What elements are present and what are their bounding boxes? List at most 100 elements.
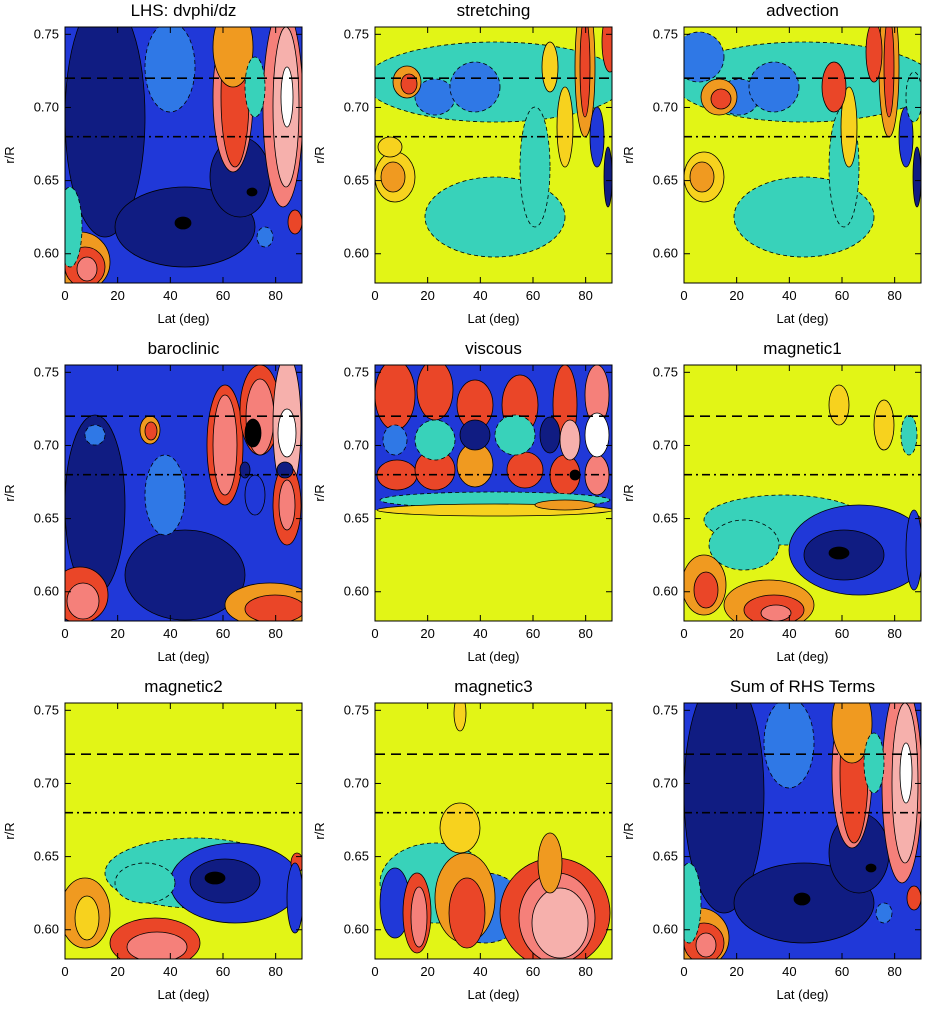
- y-tick-label: 0.60: [34, 584, 59, 599]
- y-tick-label: 0.75: [34, 26, 59, 41]
- y-axis-label: r/R: [312, 822, 327, 839]
- y-tick-label: 0.65: [344, 849, 369, 864]
- contour-region: [414, 419, 456, 461]
- x-tick-label: 20: [729, 626, 743, 641]
- chart-title: viscous: [465, 339, 522, 358]
- contour-region: [684, 862, 702, 944]
- chart-panel: baroclinic 0 20 40 60 80 0.60 0.65 0.70 0.75 Lat (…: [0, 338, 310, 678]
- contour-region: [763, 703, 815, 789]
- contour-region: [66, 582, 100, 620]
- chart-title: magnetic3: [454, 677, 532, 696]
- x-tick-label: 20: [420, 964, 434, 979]
- y-tick-label: 0.60: [653, 584, 678, 599]
- x-tick-label: 60: [835, 626, 849, 641]
- contour-region: [278, 479, 296, 531]
- contour-region: [244, 474, 266, 516]
- y-tick-label: 0.70: [344, 775, 369, 790]
- contour-region: [76, 256, 98, 282]
- x-tick-label: 80: [887, 964, 901, 979]
- contour-region: [601, 27, 612, 73]
- contour-region: [380, 161, 406, 193]
- contour-region: [244, 594, 302, 621]
- contour-region: [873, 399, 895, 451]
- x-tick-label: 60: [526, 626, 540, 641]
- contour-region: [603, 146, 612, 208]
- contour-region: [534, 499, 596, 511]
- x-axis-label: Lat (deg): [467, 311, 519, 326]
- x-tick-label: 40: [163, 626, 177, 641]
- x-tick-label: 20: [110, 626, 124, 641]
- y-tick-label: 0.60: [34, 246, 59, 261]
- x-tick-label: 60: [216, 964, 230, 979]
- x-axis-label: Lat (deg): [776, 311, 828, 326]
- x-tick-label: 40: [163, 964, 177, 979]
- contour-region: [144, 421, 158, 441]
- x-tick-label: 40: [782, 288, 796, 303]
- x-axis-label: Lat (deg): [776, 987, 828, 1002]
- x-tick-label: 60: [526, 964, 540, 979]
- contour-region: [883, 27, 895, 118]
- chart-svg: magnetic2 0 20 40 60 80 0.60 0.65 0.70 0.75 Lat (d…: [2, 677, 303, 1002]
- x-tick-label: 40: [782, 626, 796, 641]
- x-tick-label: 40: [163, 288, 177, 303]
- y-tick-label: 0.75: [653, 702, 678, 717]
- contour-region: [459, 419, 491, 451]
- y-tick-label: 0.70: [344, 437, 369, 452]
- chart-panel: magnetic3 0 20 40 60 80 0.60 0.65 0.70 0.75 Lat (d…: [310, 676, 620, 1016]
- contour-region: [453, 703, 467, 732]
- x-tick-label: 20: [729, 288, 743, 303]
- y-tick-label: 0.70: [344, 99, 369, 114]
- contour-region: [74, 895, 100, 941]
- contour-region: [900, 414, 918, 456]
- y-tick-label: 0.60: [344, 922, 369, 937]
- chart-title: advection: [766, 1, 839, 20]
- contour-region: [539, 416, 561, 454]
- y-tick-label: 0.75: [344, 26, 369, 41]
- contour-region: [695, 932, 717, 958]
- contour-region: [556, 86, 574, 168]
- x-tick-label: 40: [782, 964, 796, 979]
- contour-region: [126, 931, 188, 959]
- contour-region: [693, 571, 719, 609]
- contour-region: [821, 61, 847, 113]
- contour-region: [114, 862, 176, 904]
- contour-region: [684, 703, 765, 914]
- x-tick-label: 40: [473, 964, 487, 979]
- contour-region: [189, 858, 261, 904]
- y-tick-label: 0.60: [653, 922, 678, 937]
- chart-panel: magnetic2 0 20 40 60 80 0.60 0.65 0.70 0.75 Lat (d…: [0, 676, 310, 1016]
- x-tick-label: 40: [473, 626, 487, 641]
- contour-region: [377, 136, 403, 158]
- chart-svg: viscous 0 20 40 60 80 0.60 0.65 0.70 0.75 Lat (deg…: [312, 339, 613, 664]
- x-tick-label: 0: [371, 964, 378, 979]
- x-tick-label: 0: [61, 964, 68, 979]
- contour-region: [212, 27, 254, 88]
- y-tick-label: 0.75: [653, 364, 678, 379]
- contour-region: [277, 408, 297, 458]
- contour-region: [416, 365, 454, 421]
- contour-region: [244, 56, 266, 118]
- contour-region: [828, 384, 850, 426]
- contour-region: [144, 27, 196, 113]
- x-tick-label: 0: [371, 626, 378, 641]
- plot-frame: [374, 26, 613, 284]
- contour-region: [793, 892, 811, 906]
- y-tick-label: 0.60: [344, 246, 369, 261]
- x-axis-label: Lat (deg): [157, 649, 209, 664]
- contour-field: [375, 365, 612, 621]
- y-tick-label: 0.70: [653, 437, 678, 452]
- contour-region: [875, 902, 893, 924]
- contour-region: [708, 519, 780, 571]
- x-axis-label: Lat (deg): [776, 649, 828, 664]
- contour-field: [65, 27, 302, 283]
- y-tick-label: 0.65: [34, 511, 59, 526]
- contour-region: [448, 877, 486, 949]
- chart-title: baroclinic: [148, 339, 220, 358]
- chart-panel: stretching 0 20 40 60 80 0.60 0.65 0.70 0.75 Lat (…: [310, 0, 620, 340]
- y-axis-label: r/R: [2, 822, 17, 839]
- x-tick-label: 20: [729, 964, 743, 979]
- x-tick-label: 20: [420, 626, 434, 641]
- contour-region: [541, 41, 559, 93]
- contour-region: [863, 732, 885, 794]
- y-tick-label: 0.70: [653, 99, 678, 114]
